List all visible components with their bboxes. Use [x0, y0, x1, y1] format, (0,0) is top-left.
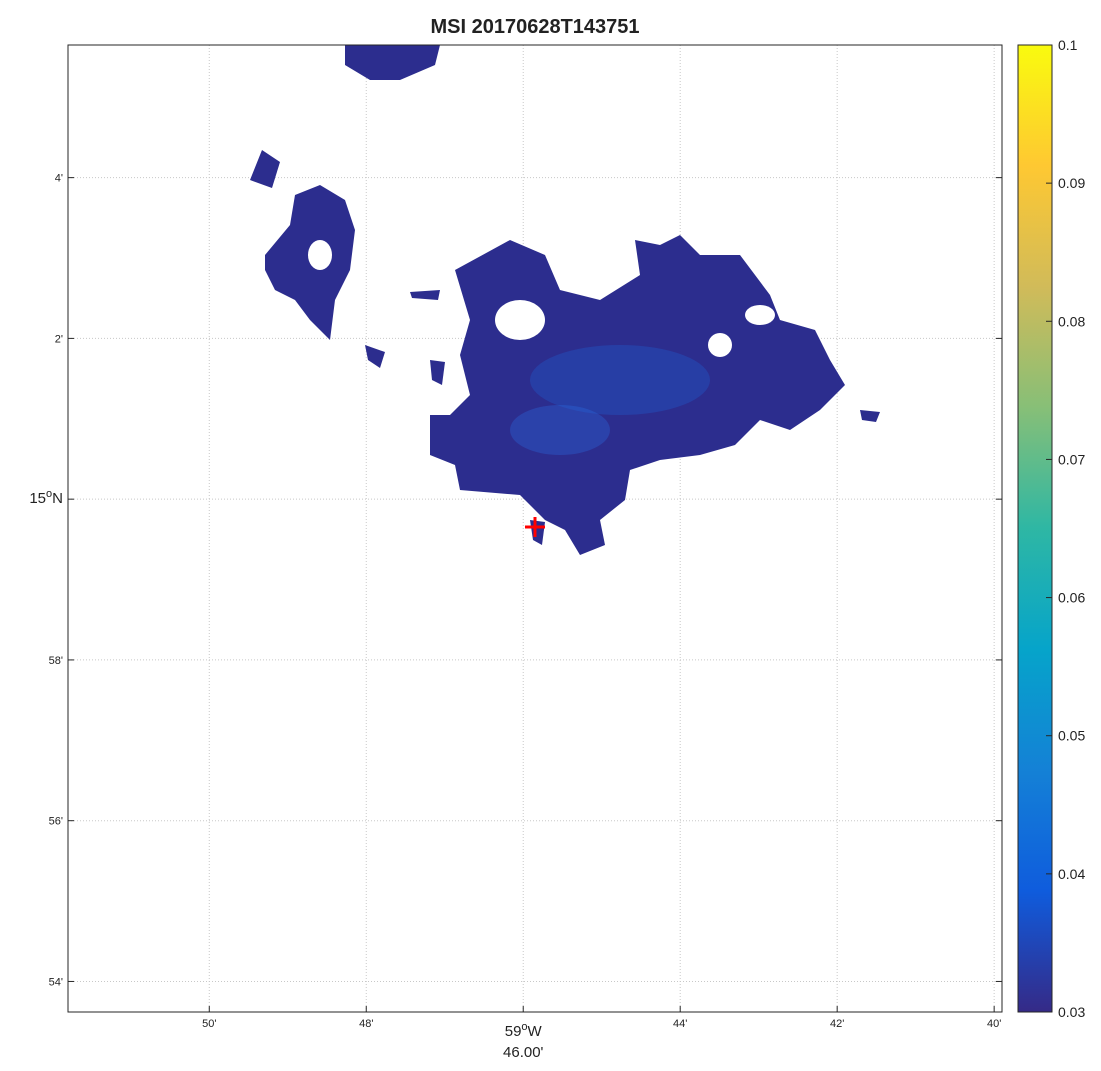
tick-degree-sign: o: [46, 488, 52, 500]
y-tick-label: 2': [55, 333, 63, 345]
colorbar-tick-label: 0.07: [1058, 451, 1085, 467]
cloud-hole: [708, 333, 732, 357]
tick-text: 42': [830, 1018, 844, 1030]
tick-text: 40': [987, 1018, 1001, 1030]
tick-text: 56': [49, 816, 63, 828]
tick-text: 44': [673, 1018, 687, 1030]
cloud-small: [860, 410, 880, 422]
colorbar-tick-label: 0.1: [1058, 37, 1078, 53]
y-tick-label: 58': [49, 655, 63, 667]
tick-text: 2': [55, 333, 63, 345]
cloud-top: [345, 45, 440, 80]
colorbar-tick-label: 0.03: [1058, 1004, 1085, 1020]
x-tick-label: 42': [830, 1018, 844, 1030]
cloud-hole: [308, 240, 332, 270]
x-tick-label: 59oW: [505, 1021, 543, 1040]
y-tick-label: 4': [55, 173, 63, 185]
axes-frame: [67, 44, 1003, 1013]
colorbar: [1017, 44, 1053, 1013]
cloud-hole: [745, 305, 775, 325]
x-tick-label: 40': [987, 1018, 1001, 1030]
colorbar-tick-label: 0.09: [1058, 175, 1085, 191]
cloud-small: [410, 290, 440, 300]
tick-text: 50': [202, 1018, 216, 1030]
tick-text: 58': [49, 655, 63, 667]
tick-text: 48': [359, 1018, 373, 1030]
x-tick-label: 48': [359, 1018, 373, 1030]
tick-text: 54': [49, 976, 63, 988]
tick-degree-sign: o: [521, 1021, 527, 1033]
grid: [68, 45, 1002, 1012]
colorbar-tick-label: 0.06: [1058, 590, 1085, 606]
colorbar-tick-label: 0.08: [1058, 313, 1085, 329]
y-tick-label: 54': [49, 976, 63, 988]
title: MSI 20170628T143751: [430, 16, 639, 38]
cloud-small: [430, 360, 445, 385]
cloud-light: [530, 345, 710, 415]
tick-degrees: 59: [505, 1023, 522, 1040]
site-marker: [525, 517, 545, 537]
y-tick-label: 56': [49, 816, 63, 828]
tick-text: 4': [55, 173, 63, 185]
cloud-light: [510, 405, 610, 455]
y-tick-label: 15oN: [29, 488, 63, 507]
colorbar-ticks: 0.03 0.04 0.05 0.06 0.07 0.08 0.09 0.1: [1046, 37, 1085, 1020]
cloud-small: [250, 150, 280, 188]
cloud-hole: [495, 300, 545, 340]
colorbar-tick-label: 0.05: [1058, 728, 1085, 744]
cloud-small: [365, 345, 385, 368]
clouds: [250, 45, 880, 555]
colorbar-tick-label: 0.04: [1058, 866, 1085, 882]
tick-hemisphere: W: [528, 1023, 543, 1040]
tick-degrees: 15: [29, 490, 46, 507]
x-tick-label: 44': [673, 1018, 687, 1030]
tick-hemisphere: N: [52, 490, 63, 507]
cloud-small: [530, 520, 545, 545]
x-tick-label: 50': [202, 1018, 216, 1030]
x-tick-sublabel: 46.00': [503, 1044, 544, 1061]
